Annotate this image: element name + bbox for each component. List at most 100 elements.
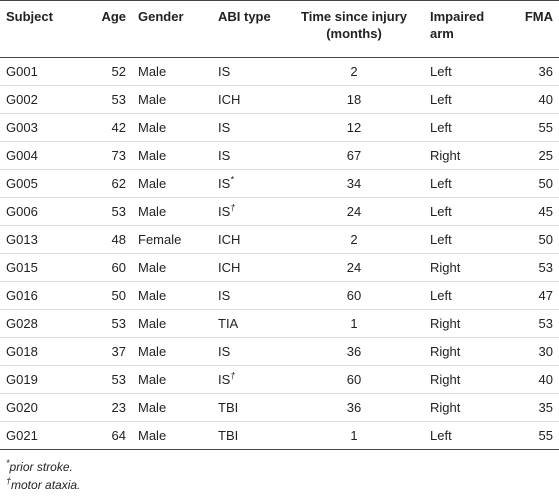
table-cell: Left (424, 57, 514, 86)
table-cell: 18 (284, 85, 424, 114)
table-cell: Right (424, 253, 514, 282)
table-cell: IS (212, 281, 284, 310)
table-cell: Right (424, 337, 514, 366)
table-cell: TIA (212, 309, 284, 338)
column-header: Time since injury (months) (284, 0, 424, 58)
table-cell: Male (132, 253, 212, 282)
footnote: †motor ataxia. (6, 476, 553, 494)
table-row: G001 52 Male IS 2 Left 36 (0, 57, 559, 86)
table-cell: Right (424, 141, 514, 170)
table-cell: ICH (212, 225, 284, 254)
table-cell: G013 (0, 225, 82, 254)
table-cell: Male (132, 421, 212, 450)
table-cell: TBI (212, 393, 284, 422)
table-row: G006 53 Male IS† 24 Left 45 (0, 197, 559, 226)
table-cell: 12 (284, 113, 424, 142)
table-row: G002 53 Male ICH 18 Left 40 (0, 85, 559, 114)
table-cell: Left (424, 197, 514, 226)
footnote-mark: † (6, 476, 12, 486)
footnote-mark: * (6, 458, 10, 468)
table-row: G016 50 Male IS 60 Left 47 (0, 281, 559, 310)
table-cell: G019 (0, 365, 82, 394)
table-cell: 60 (82, 253, 132, 282)
table-cell: G015 (0, 253, 82, 282)
table-cell: 47 (514, 281, 559, 310)
column-header: Gender (132, 0, 212, 58)
cell-text: IS (218, 203, 231, 219)
table-row: G004 73 Male IS 67 Right 25 (0, 141, 559, 170)
table-cell: Male (132, 365, 212, 394)
footnote-text: motor ataxia. (11, 478, 81, 492)
table-cell: 2 (284, 57, 424, 86)
table-cell: Left (424, 225, 514, 254)
column-header: Age (82, 0, 132, 58)
table-cell: ICH (212, 253, 284, 282)
note-mark: * (230, 174, 234, 185)
table-cell: 24 (284, 253, 424, 282)
table-cell: 53 (82, 309, 132, 338)
table-cell: 50 (82, 281, 132, 310)
table-cell: 36 (514, 57, 559, 86)
table-cell: ICH (212, 85, 284, 114)
table-cell: IS* (212, 169, 284, 198)
table-cell: IS (212, 337, 284, 366)
table-cell: 37 (82, 337, 132, 366)
table-cell: G001 (0, 57, 82, 86)
table-cell: Male (132, 393, 212, 422)
table-cell: 34 (284, 169, 424, 198)
note-mark: † (230, 202, 236, 213)
table-cell: Male (132, 169, 212, 198)
table-cell: 55 (514, 113, 559, 142)
table-cell: G020 (0, 393, 82, 422)
table-cell: G005 (0, 169, 82, 198)
table-cell: Right (424, 393, 514, 422)
table-cell: Male (132, 85, 212, 114)
table-cell: G004 (0, 141, 82, 170)
table-cell: IS† (212, 197, 284, 226)
table-row: G021 64 Male TBI 1 Left 55 (0, 421, 559, 450)
column-header: FMA (514, 0, 559, 58)
table-cell: Left (424, 113, 514, 142)
table-cell: G016 (0, 281, 82, 310)
table-row: G003 42 Male IS 12 Left 55 (0, 113, 559, 142)
table-cell: 30 (514, 337, 559, 366)
table-cell: Right (424, 365, 514, 394)
table-cell: 36 (284, 337, 424, 366)
table-cell: TBI (212, 421, 284, 450)
table-row: G020 23 Male TBI 36 Right 35 (0, 393, 559, 422)
table-cell: 42 (82, 113, 132, 142)
footnotes: *prior stroke. †motor ataxia. (0, 450, 559, 494)
data-table: Subject Age Gender ABI type Time since injur… (0, 0, 559, 450)
cell-text: IS (218, 371, 231, 387)
table-cell: 36 (284, 393, 424, 422)
table-cell: Male (132, 113, 212, 142)
table-cell: 60 (284, 365, 424, 394)
table-row: G019 53 Male IS† 60 Right 40 (0, 365, 559, 394)
note-mark: † (230, 370, 236, 381)
table-cell: IS (212, 141, 284, 170)
table-row: G005 62 Male IS* 34 Left 50 (0, 169, 559, 198)
table-cell: 35 (514, 393, 559, 422)
table-cell: Right (424, 309, 514, 338)
table-cell: G003 (0, 113, 82, 142)
table-cell: Male (132, 281, 212, 310)
table-row: G013 48 Female ICH 2 Left 50 (0, 225, 559, 254)
table-cell: G028 (0, 309, 82, 338)
table-body: G001 52 Male IS 2 Left 36 G002 53 Male ICH 18 Left 40… (0, 57, 559, 450)
table-cell: 53 (82, 197, 132, 226)
table-cell: IS† (212, 365, 284, 394)
table-cell: 73 (82, 141, 132, 170)
table-cell: Female (132, 225, 212, 254)
table-row: G018 37 Male IS 36 Right 30 (0, 337, 559, 366)
table-row: G028 53 Male TIA 1 Right 53 (0, 309, 559, 338)
table-cell: G021 (0, 421, 82, 450)
table-cell: G018 (0, 337, 82, 366)
column-header: Impaired arm (424, 0, 514, 58)
table-cell: Left (424, 85, 514, 114)
table-cell: Left (424, 281, 514, 310)
table-cell: 53 (82, 365, 132, 394)
table-cell: Male (132, 337, 212, 366)
table-cell: 23 (82, 393, 132, 422)
table-cell: Male (132, 309, 212, 338)
